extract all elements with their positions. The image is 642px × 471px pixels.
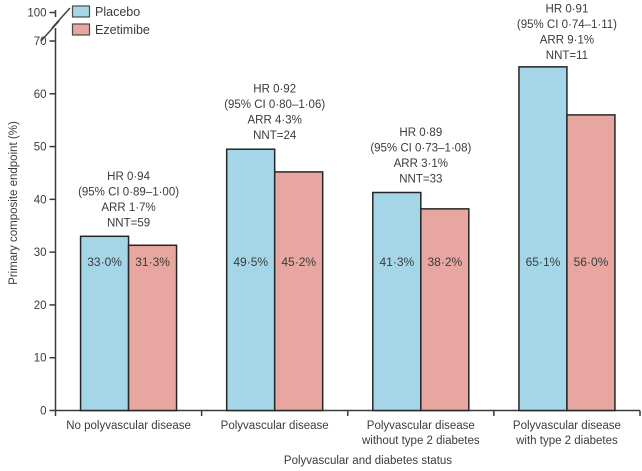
bar-placebo — [225, 148, 276, 412]
category-label: Polyvascular disease — [221, 420, 329, 432]
category-label: with type 2 diabetes — [515, 435, 618, 447]
annotation-line: NNT=33 — [399, 173, 442, 185]
category-label: without type 2 diabetes — [361, 435, 480, 447]
bar-ezetimibe — [420, 208, 470, 412]
bar-value-label: 49·5% — [233, 255, 268, 269]
y-tick-label: 50 — [34, 142, 47, 154]
annotation-line: (95% CI 0·74–1·11) — [517, 19, 617, 31]
y-tick-label: 60 — [34, 89, 47, 101]
bar-placebo — [79, 235, 130, 412]
annotation-line: NNT=24 — [253, 130, 297, 142]
annotation-line: ARR 3·1% — [394, 158, 448, 170]
annotation-line: NNT=59 — [107, 217, 150, 229]
annotation-line: (95% CI 0·73–1·08) — [370, 142, 471, 154]
annotation-line: HR 0·89 — [399, 127, 442, 139]
bar-value-label: 31·3% — [135, 255, 170, 269]
axis-break-slash — [51, 7, 71, 29]
y-tick-label: 20 — [34, 300, 47, 312]
y-axis-title: Primary composite endpoint (%) — [8, 121, 20, 285]
annotation-line: NNT=11 — [546, 50, 588, 62]
annotation-line: ARR 9·1% — [540, 35, 594, 47]
y-tick-label: 10 — [34, 353, 47, 365]
y-tick-label: 40 — [34, 194, 47, 206]
bar-placebo — [518, 66, 568, 412]
bar-value-label: 56·0% — [574, 255, 609, 269]
legend-swatch-placebo — [71, 5, 91, 18]
bar-value-label: 65·1% — [526, 255, 561, 269]
bar-value-label: 45·2% — [281, 255, 316, 269]
category-label: No polyvascular disease — [66, 420, 191, 432]
category-label: Polyvascular disease — [513, 420, 621, 432]
annotation-line: (95% CI 0·80–1·06) — [224, 99, 325, 111]
bar-value-label: 33·0% — [87, 255, 122, 269]
legend-swatch-ezetimibe — [71, 23, 91, 36]
y-tick-label: 30 — [34, 247, 47, 259]
annotation-line: ARR 4·3% — [248, 115, 302, 127]
bar-ezetimibe — [566, 114, 616, 412]
y-tick-label: 0 — [40, 406, 46, 418]
y-tick-label: 100 — [27, 8, 46, 20]
bar-value-label: 41·3% — [379, 255, 414, 269]
bar-placebo — [372, 191, 422, 412]
annotation-line: HR 0·94 — [107, 171, 150, 183]
bar-ezetimibe — [273, 171, 324, 412]
legend-label-placebo: Placebo — [95, 5, 140, 19]
legend-label-ezetimibe: Ezetimibe — [95, 23, 150, 37]
annotation-line: (95% CI 0·89–1·00) — [78, 186, 179, 198]
annotation-line: HR 0·92 — [253, 84, 296, 96]
annotation-line: ARR 1·7% — [101, 202, 155, 214]
category-label: Polyvascular disease — [367, 420, 475, 432]
annotation-line: HR 0·91 — [546, 4, 589, 16]
y-tick-label: 70 — [34, 36, 47, 48]
bar-value-label: 38·2% — [427, 255, 462, 269]
x-axis-title: Polyvascular and diabetes status — [284, 455, 452, 467]
bar-ezetimibe — [127, 244, 178, 412]
